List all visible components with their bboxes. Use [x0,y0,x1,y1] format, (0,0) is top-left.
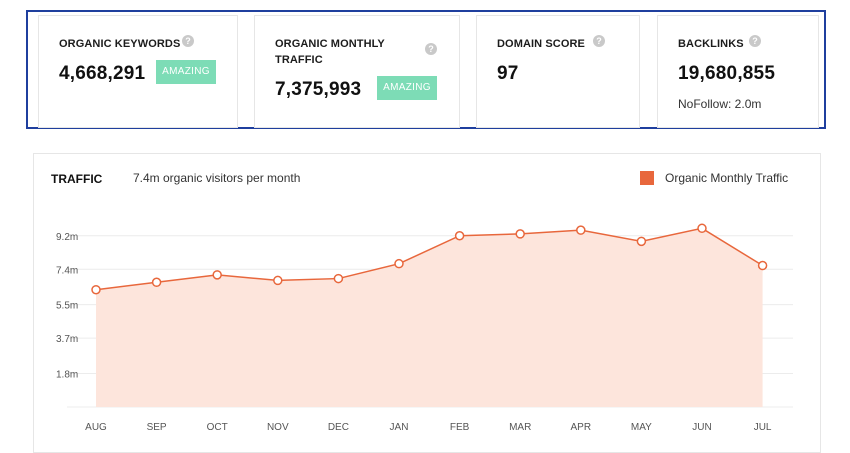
help-icon[interactable]: ? [749,35,761,47]
traffic-title: TRAFFIC [51,172,103,186]
help-icon[interactable]: ? [425,43,437,55]
traffic-panel: TRAFFIC 7.4m organic visitors per month … [33,153,821,453]
data-point[interactable] [394,258,404,269]
x-tick-label: APR [571,422,592,432]
data-point[interactable] [697,223,707,234]
data-point[interactable] [151,277,162,288]
help-icon[interactable]: ? [593,35,605,47]
data-point[interactable] [454,231,465,241]
stat-card-organic-keywords: ORGANIC KEYWORDS ? 4,668,291 AMAZING [38,15,238,128]
legend-swatch[interactable] [640,171,654,185]
status-badge: AMAZING [156,60,216,84]
legend-label[interactable]: Organic Monthly Traffic [665,171,789,185]
help-icon[interactable]: ? [182,35,194,47]
x-tick-label: JAN [390,422,409,432]
stat-card-organic-monthly-traffic: ORGANIC MONTHLY TRAFFIC ? 7,375,993 AMAZ… [254,15,460,128]
stat-label: BACKLINKS [678,38,744,50]
y-tick-label: 1.8m [56,369,78,380]
data-point[interactable] [636,236,647,247]
series-line [95,227,763,291]
traffic-subtitle: 7.4m organic visitors per month [133,171,301,185]
y-tick-label: 7.4m [56,265,78,276]
status-badge: AMAZING [377,76,437,100]
nofollow-count: NoFollow: 2.0m [678,97,762,111]
data-point[interactable] [212,270,222,280]
stat-card-domain-score: DOMAIN SCORE ? 97 [476,15,640,128]
x-tick-label: JUN [692,422,711,432]
data-point[interactable] [91,284,101,295]
traffic-chart: 9.2m 7.4m 5.5m 3.7m 1.8m AUG SEP OCT NOV DEC JAN FE… [56,223,793,432]
data-point[interactable] [757,260,768,271]
y-tick-label: 3.7m [56,334,78,345]
stat-value: 97 [497,63,519,84]
stat-value: 4,668,291 [59,63,146,84]
x-tick-label: NOV [267,422,289,432]
y-tick-label: 9.2m [56,232,78,243]
x-tick-label: FEB [450,422,470,432]
stat-label: DOMAIN SCORE [497,38,585,50]
stats-highlight-frame [26,10,826,129]
x-tick-label: SEP [147,422,167,432]
stat-label-line-2: TRAFFIC [275,54,323,66]
data-point[interactable] [273,275,283,286]
stat-card-backlinks: BACKLINKS ? 19,680,855 NoFollow: 2.0m [657,15,819,128]
x-tick-label: OCT [207,422,228,432]
x-tick-label: MAR [509,422,531,432]
x-tick-label: AUG [85,422,107,432]
data-point[interactable] [515,229,525,239]
stat-value: 7,375,993 [275,79,362,100]
data-point[interactable] [576,225,586,235]
stat-label: ORGANIC MONTHLY [275,38,385,50]
stat-value: 19,680,855 [678,63,776,84]
x-tick-label: DEC [328,422,349,432]
series-area [96,228,763,407]
y-tick-label: 5.5m [56,301,78,312]
x-tick-label: MAY [631,422,652,432]
stat-label: ORGANIC KEYWORDS [59,38,181,50]
x-tick-label: JUL [754,422,772,432]
data-point[interactable] [333,273,344,284]
